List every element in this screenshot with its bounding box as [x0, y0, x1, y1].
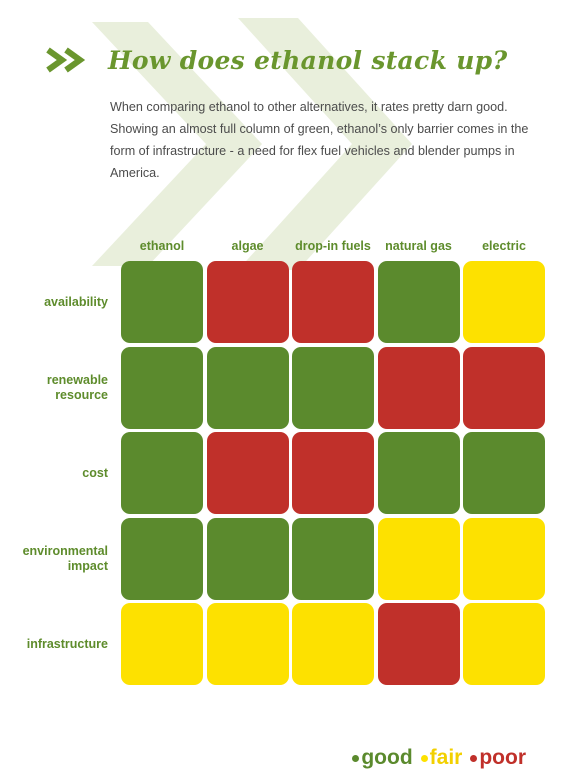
rating-cell-poor	[206, 261, 289, 343]
legend-item-good: good	[352, 746, 413, 770]
rating-cell-fair	[463, 261, 545, 343]
row-label-line: environmental	[22, 543, 108, 558]
column-header: electric	[482, 239, 526, 253]
row-label-line: infrastructure	[26, 636, 108, 651]
watermark-chevron-left	[92, 22, 262, 266]
row-label: renewable resource	[0, 373, 108, 403]
row-label-line: resource	[55, 387, 108, 402]
column-header: algae	[231, 239, 264, 253]
row-label: cost	[0, 466, 108, 481]
legend-item-fair: fair	[420, 746, 463, 770]
row-label: infrastructure	[0, 637, 108, 652]
column-header: ethanol	[139, 239, 185, 253]
rating-cell-good	[292, 346, 374, 429]
legend-item-poor: poor	[470, 746, 526, 770]
row-label-line: cost	[82, 465, 108, 480]
rating-cell-good	[121, 517, 203, 600]
rating-cell-good	[121, 261, 203, 343]
column-header: natural gas	[385, 239, 452, 253]
double-chevron-icon	[46, 47, 86, 73]
rating-cell-good	[121, 346, 203, 429]
legend-dot-icon	[352, 754, 360, 762]
legend: good fair poor	[344, 746, 526, 770]
row-label: environmental impact	[0, 544, 108, 574]
rating-cell-fair	[463, 517, 545, 600]
row-label-line: renewable	[46, 372, 108, 387]
rating-cell-fair	[463, 603, 545, 685]
rating-cell-poor	[463, 346, 545, 429]
legend-label: good	[361, 746, 413, 769]
rating-cell-fair	[292, 603, 374, 685]
watermark-chevron-right	[238, 18, 412, 270]
row-label-line: impact	[67, 558, 108, 573]
rating-cell-fair	[206, 603, 289, 685]
row-label-line: availability	[44, 294, 108, 309]
rating-cell-good	[206, 517, 289, 600]
rating-cell-poor	[377, 603, 460, 685]
page-title: How does ethanol stack up?	[108, 45, 508, 75]
rating-cell-good	[121, 432, 203, 514]
rating-cell-good	[377, 432, 460, 514]
rating-cell-poor	[292, 261, 374, 343]
legend-dot-icon	[470, 754, 478, 762]
title-row: How does ethanol stack up?	[44, 40, 507, 80]
rating-cell-poor	[206, 432, 289, 514]
legend-dot-icon	[420, 754, 428, 762]
legend-label: fair	[429, 746, 463, 769]
intro-paragraph: When comparing ethanol to other alternat…	[110, 100, 529, 180]
rating-cell-good	[377, 261, 460, 343]
rating-cell-poor	[377, 346, 460, 429]
rating-cell-fair	[377, 517, 460, 600]
column-header: drop-in fuels	[295, 239, 371, 253]
rating-cell-good	[292, 517, 374, 600]
row-label: availability	[0, 295, 108, 310]
rating-cell-poor	[292, 432, 374, 514]
rating-cell-good	[463, 432, 545, 514]
rating-cell-fair	[121, 603, 203, 685]
legend-label: poor	[479, 746, 526, 769]
rating-cell-good	[206, 346, 289, 429]
